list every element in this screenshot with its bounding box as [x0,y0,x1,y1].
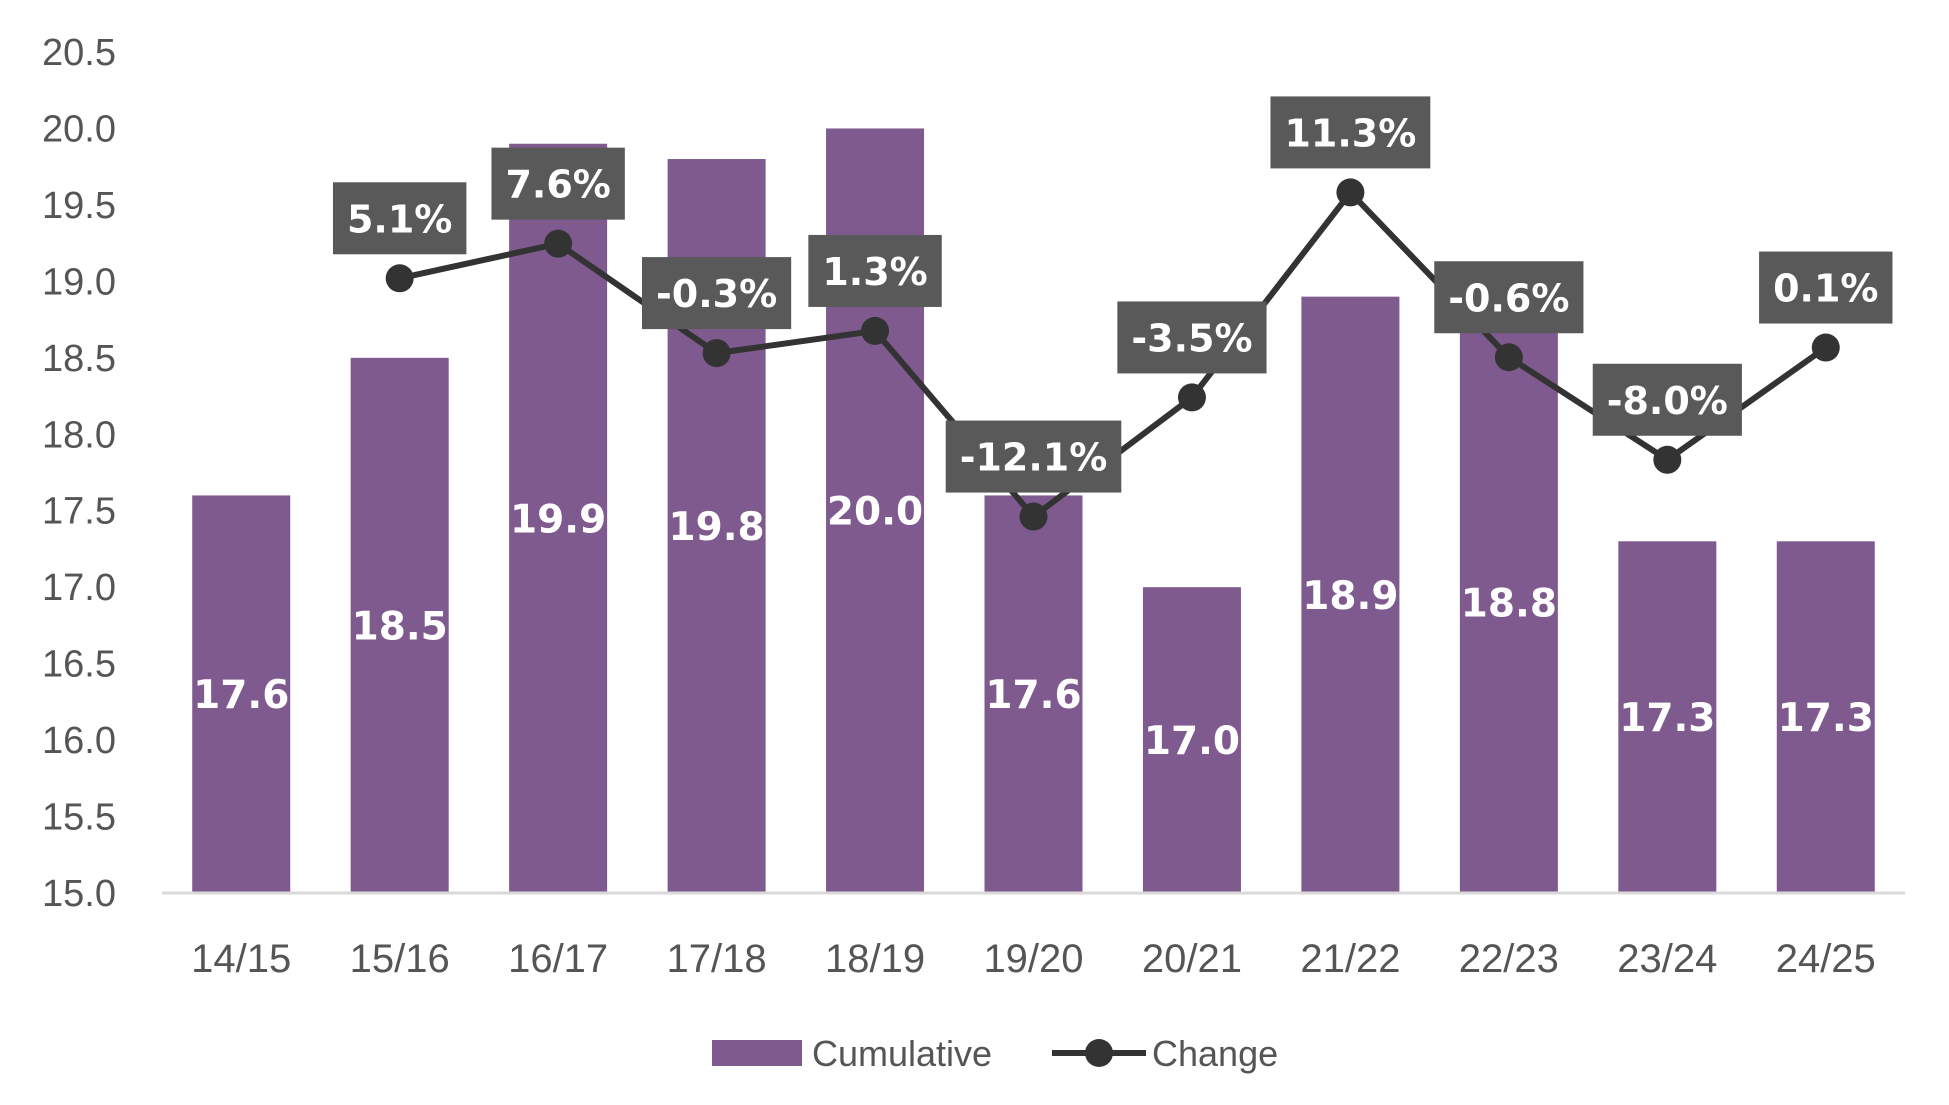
y-tick-label: 17.0 [42,567,116,609]
change-label-text: -3.5% [1131,316,1252,360]
change-marker [1494,343,1523,372]
y-tick-label: 16.0 [42,720,116,762]
change-label-box [1592,363,1742,436]
bar-cumulative [1618,541,1717,893]
bar-value-label: 17.6 [985,673,1081,718]
change-marker [1811,333,1840,362]
x-tick-label: 24/25 [1776,937,1876,981]
change-label: 5.1% [332,182,467,255]
change-label-box [1434,261,1584,334]
bar-cumulative [984,495,1083,893]
x-tick-label: 23/24 [1617,937,1717,981]
change-label: -0.6% [1434,261,1584,334]
change-marker [1336,178,1365,207]
change-label: -8.0% [1592,363,1742,436]
y-tick-label: 15.0 [42,873,116,915]
change-label-box [642,257,792,330]
change-label-box [808,234,942,307]
change-label-text: -0.6% [1448,276,1569,320]
y-tick-label: 18.5 [42,338,116,380]
bar-cumulative [1301,296,1400,893]
change-label-text: -8.0% [1607,379,1728,423]
y-tick-label: 15.5 [42,797,116,839]
bar-value-labels: 17.6 18.5 19.9 19.8 20.0 17.6 17.0 18.9 18.8 17.3… [193,490,1874,764]
change-label-text: 0.1% [1773,267,1878,311]
bar-value-label: 17.0 [1144,719,1240,764]
bar-cumulative [350,357,449,893]
change-label: 7.6% [491,147,625,220]
change-label: -12.1% [945,420,1122,493]
x-tick-label: 21/22 [1300,937,1400,981]
change-marker [1177,383,1206,412]
legend-swatch-cumulative [712,1040,802,1066]
change-label: 11.3% [1270,96,1431,169]
x-tick-label: 15/16 [350,937,450,981]
change-label-text: -12.1% [960,436,1108,480]
y-tick-label: 16.5 [42,644,116,686]
bar-value-label: 18.8 [1461,581,1557,626]
change-label-box [491,147,625,220]
change-label-box [1759,251,1893,324]
change-marker [1653,445,1682,474]
bar-cumulative [1142,587,1241,893]
change-label-text: 1.3% [822,250,927,294]
x-axis-ticks: 14/15 15/16 16/17 17/18 18/19 19/20 20/21 21/22… [191,937,1876,981]
y-axis-ticks: 15.0 15.5 16.0 16.5 17.0 17.5 18.0 18.5 19.0 19.5… [42,32,116,915]
y-tick-label: 19.0 [42,261,116,303]
change-label-text: 7.6% [505,163,610,207]
x-tick-label: 18/19 [825,937,925,981]
y-tick-label: 20.0 [42,108,116,150]
x-tick-label: 17/18 [667,937,767,981]
y-tick-label: 17.5 [42,491,116,533]
change-line-series [385,178,1840,531]
change-label-box [945,420,1122,493]
change-label: -3.5% [1117,301,1267,374]
change-label-box [332,182,467,255]
bar-value-label: 19.9 [510,497,606,542]
x-tick-label: 14/15 [191,937,291,981]
change-value-labels: 5.1% 7.6% -0.3% 1.3% -12.1% -3.5% 11.3% -0.6% -8… [332,96,1893,493]
bar-value-label: 17.3 [1778,696,1874,741]
change-label: 0.1% [1759,251,1893,324]
x-tick-label: 19/20 [983,937,1083,981]
change-label-text: -0.3% [656,272,777,316]
bar-cumulative [192,495,291,893]
x-tick-label: 16/17 [508,937,608,981]
legend-swatch-change-marker [1085,1039,1113,1067]
legend-label-cumulative: Cumulative [812,1033,992,1074]
change-label: 1.3% [808,234,942,307]
change-label-text: 5.1% [347,197,452,241]
change-label: -0.3% [642,257,792,330]
change-label-text: 11.3% [1284,111,1416,155]
change-marker [702,339,731,368]
bar-cumulative [1459,311,1558,894]
change-label-box [1117,301,1267,374]
bar-value-label: 17.3 [1619,696,1715,741]
y-tick-label: 18.0 [42,414,116,456]
y-tick-label: 19.5 [42,185,116,227]
change-marker [544,229,573,258]
change-label-box [1270,96,1431,169]
legend: Cumulative Change [712,1033,1278,1074]
bar-value-label: 18.9 [1302,574,1398,619]
bar-value-label: 20.0 [827,490,923,535]
y-tick-label: 20.5 [42,32,116,74]
change-marker [1019,502,1048,531]
bar-value-label: 19.8 [668,505,764,550]
bar-value-label: 18.5 [352,604,448,649]
bar-cumulative [1776,541,1875,893]
bar-value-label: 17.6 [193,673,289,718]
legend-label-change: Change [1152,1033,1278,1074]
change-marker [385,264,414,293]
x-tick-label: 22/23 [1459,937,1559,981]
change-marker [861,316,890,345]
x-tick-label: 20/21 [1142,937,1242,981]
